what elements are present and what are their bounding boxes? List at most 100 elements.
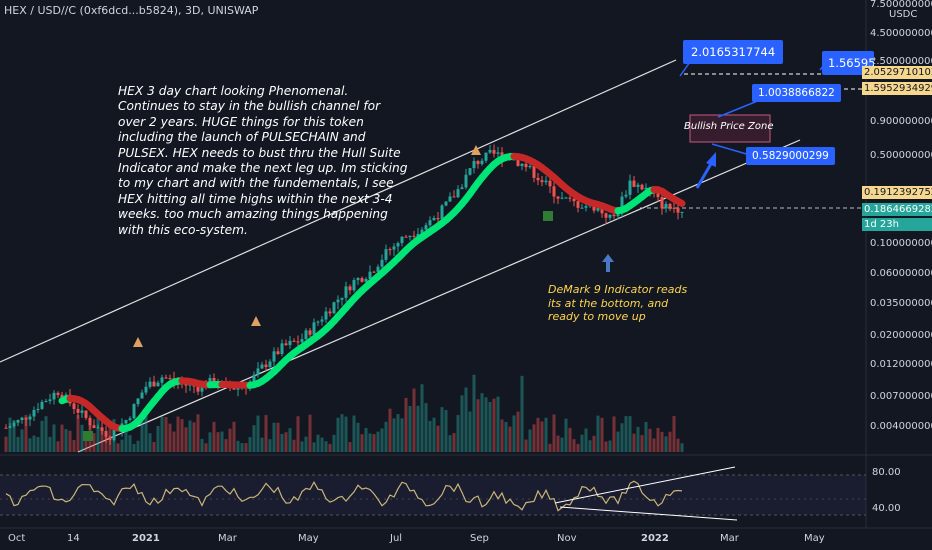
volume-bar (496, 396, 500, 452)
volume-bar (116, 443, 120, 452)
volume-bar (336, 417, 340, 452)
volume-bar (100, 429, 104, 452)
volume-bar (176, 416, 180, 452)
candle-body (264, 364, 268, 368)
candle-body (540, 180, 544, 183)
volume-bar (4, 436, 8, 452)
volume-bar (488, 401, 492, 452)
volume-bar (372, 434, 376, 452)
volume-bar (300, 441, 304, 452)
volume-bar (292, 439, 296, 452)
candle-body (584, 206, 588, 208)
volume-bar (548, 443, 552, 452)
candle-body (16, 419, 20, 423)
candle-body (76, 408, 80, 413)
volume-bar (408, 405, 412, 452)
candle-body (568, 197, 572, 199)
candle-body (368, 271, 372, 279)
price-tag-target-low: 1.5952934929 (862, 82, 932, 95)
volume-bar (332, 434, 336, 452)
volume-bar (188, 420, 192, 452)
volume-bar (296, 416, 300, 452)
volume-bar (284, 432, 288, 452)
callout-mid-target: 1.0038866822 (752, 84, 841, 102)
volume-bar (52, 424, 56, 452)
candle-body (160, 377, 164, 383)
candle-body (348, 286, 352, 291)
candle-body (488, 149, 492, 153)
volume-bar (136, 440, 140, 452)
candle-body (312, 322, 316, 335)
candle-body (88, 417, 92, 426)
candle-body (664, 203, 668, 209)
volume-bar (212, 421, 216, 452)
volume-bar (112, 419, 116, 452)
rsi-line (5, 480, 683, 512)
time-axis-label: 14 (67, 533, 80, 544)
volume-bar (392, 418, 396, 452)
time-axis-label: Mar (218, 533, 238, 544)
candle-body (612, 214, 616, 217)
candle-body (148, 381, 152, 387)
candle-body (424, 225, 428, 230)
candle-body (280, 343, 284, 355)
candle-body (464, 174, 468, 188)
candle-body (632, 180, 636, 187)
volume-bar (344, 416, 348, 452)
candle-body (572, 198, 576, 202)
candle-body (144, 386, 148, 393)
volume-bar (244, 443, 248, 452)
candle-body (24, 417, 28, 420)
volume-bar (272, 422, 276, 452)
candle-body (608, 214, 612, 218)
candle-body (364, 278, 368, 282)
volume-bar (448, 435, 452, 452)
candle-body (324, 311, 328, 320)
volume-bar (616, 431, 620, 452)
volume-bar (416, 405, 420, 452)
candle-body (260, 364, 264, 369)
candle-body (516, 159, 520, 166)
volume-bar (404, 397, 408, 452)
volume-bar (44, 416, 48, 452)
volume-bar (380, 428, 384, 452)
bullish-zone-label: Bullish Price Zone (684, 121, 774, 132)
volume-bar (232, 421, 236, 452)
volume-bar (612, 416, 616, 452)
volume-bar (312, 442, 316, 452)
bullish-arrow-head (706, 152, 716, 167)
demark-signal-marker (471, 145, 481, 155)
volume-bar (608, 440, 612, 452)
candle-body (232, 388, 236, 390)
volume-bar (64, 429, 68, 452)
osc-axis-label: 80.00 (872, 467, 901, 478)
candle-body (4, 427, 8, 429)
volume-bar (464, 387, 468, 452)
candle-body (600, 208, 604, 214)
candle-body (444, 201, 448, 206)
candle-body (20, 417, 24, 420)
volume-bar (156, 425, 160, 452)
candle-body (432, 218, 436, 221)
candle-body (416, 234, 420, 237)
price-axis-label: 0.0200000000 (870, 330, 932, 341)
volume-bar (16, 436, 20, 452)
volume-bar (36, 437, 40, 452)
volume-bar (204, 443, 208, 452)
volume-bar (580, 434, 584, 452)
osc-axis-label: 40.00 (872, 503, 901, 514)
candle-body (376, 266, 380, 272)
candle-body (48, 399, 52, 402)
volume-bar (92, 433, 96, 452)
volume-bar (432, 417, 436, 452)
candle-body (484, 152, 488, 161)
candle-body (412, 235, 416, 237)
volume-bar (252, 425, 256, 452)
time-axis-label: May (804, 533, 825, 544)
candle-body (396, 243, 400, 247)
volume-bar (200, 438, 204, 452)
volume-bar (72, 440, 76, 452)
volume-bar (628, 416, 632, 452)
volume-bar (60, 424, 64, 452)
